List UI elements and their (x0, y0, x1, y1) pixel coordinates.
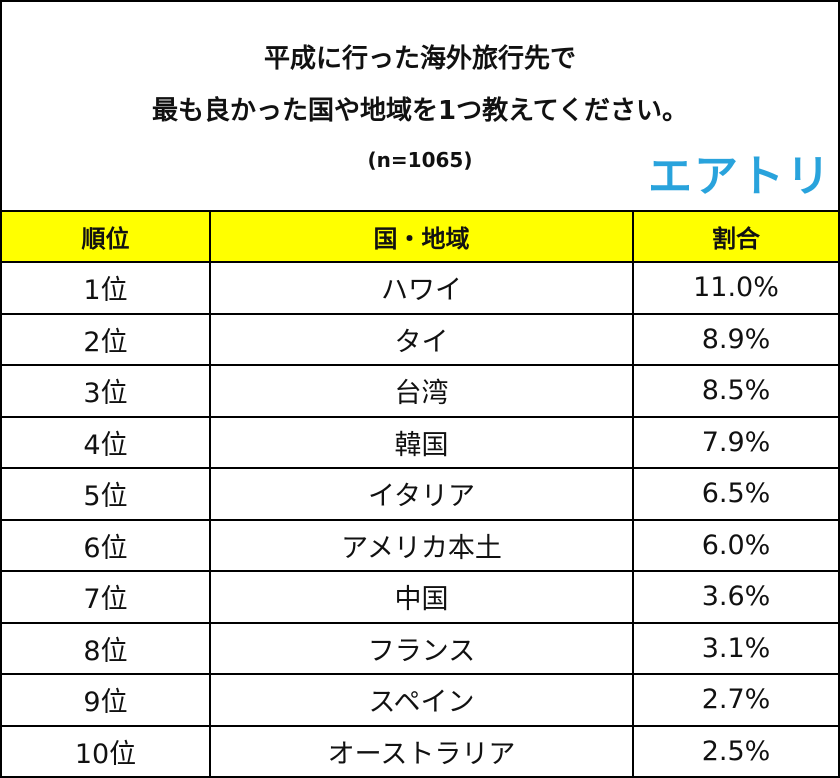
table-row: 6位 アメリカ本土 6.0% (2, 518, 838, 571)
rank-cell: 2位 (2, 312, 210, 365)
share-cell: 6.0% (632, 518, 838, 571)
sample-size: (n=1065) (367, 148, 473, 172)
table-row: 10位 オーストラリア 2.5% (2, 724, 838, 776)
column-header-place: 国・地域 (209, 210, 633, 262)
title-line-2: 最も良かった国や地域を1つ教えてください。 (151, 96, 688, 126)
table-row: 1位 ハワイ 11.0% (2, 261, 838, 314)
table-row: 9位 スペイン 2.7% (2, 673, 838, 726)
share-cell: 7.9% (632, 415, 838, 468)
column-header-share: 割合 (632, 210, 838, 262)
table-header-row: 順位 国・地域 割合 (2, 210, 838, 262)
place-cell: 台湾 (209, 364, 633, 417)
rank-cell: 9位 (2, 673, 210, 726)
table-row: 3位 台湾 8.5% (2, 364, 838, 417)
share-cell: 11.0% (632, 261, 838, 314)
place-cell: ハワイ (209, 261, 633, 314)
share-cell: 8.9% (632, 312, 838, 365)
share-cell: 3.6% (632, 570, 838, 623)
table-row: 4位 韓国 7.9% (2, 415, 838, 468)
table-row: 5位 イタリア 6.5% (2, 467, 838, 520)
share-cell: 2.7% (632, 673, 838, 726)
rank-cell: 5位 (2, 467, 210, 520)
table-row: 2位 タイ 8.9% (2, 312, 838, 365)
place-cell: フランス (209, 621, 633, 674)
rank-cell: 1位 (2, 261, 210, 314)
share-cell: 2.5% (632, 724, 838, 776)
card-header: 平成に行った海外旅行先で 最も良かった国や地域を1つ教えてください。 (n=10… (2, 2, 838, 210)
table-row: 7位 中国 3.6% (2, 570, 838, 623)
share-cell: 6.5% (632, 467, 838, 520)
rank-cell: 4位 (2, 415, 210, 468)
column-header-rank: 順位 (2, 210, 210, 262)
share-cell: 8.5% (632, 364, 838, 417)
rank-cell: 8位 (2, 621, 210, 674)
airtrip-logo: エアトリ (648, 151, 832, 202)
place-cell: タイ (209, 312, 633, 365)
place-cell: イタリア (209, 467, 633, 520)
title-line-1: 平成に行った海外旅行先で (263, 44, 576, 74)
place-cell: スペイン (209, 673, 633, 726)
place-cell: 中国 (209, 570, 633, 623)
share-cell: 3.1% (632, 621, 838, 674)
rank-cell: 10位 (2, 724, 210, 776)
ranking-table: 順位 国・地域 割合 1位 ハワイ 11.0% 2位 タイ 8.9% 3位 台湾… (2, 210, 838, 776)
place-cell: オーストラリア (209, 724, 633, 776)
place-cell: アメリカ本土 (209, 518, 633, 571)
table-row: 8位 フランス 3.1% (2, 621, 838, 674)
rank-cell: 3位 (2, 364, 210, 417)
place-cell: 韓国 (209, 415, 633, 468)
rank-cell: 7位 (2, 570, 210, 623)
rank-cell: 6位 (2, 518, 210, 571)
